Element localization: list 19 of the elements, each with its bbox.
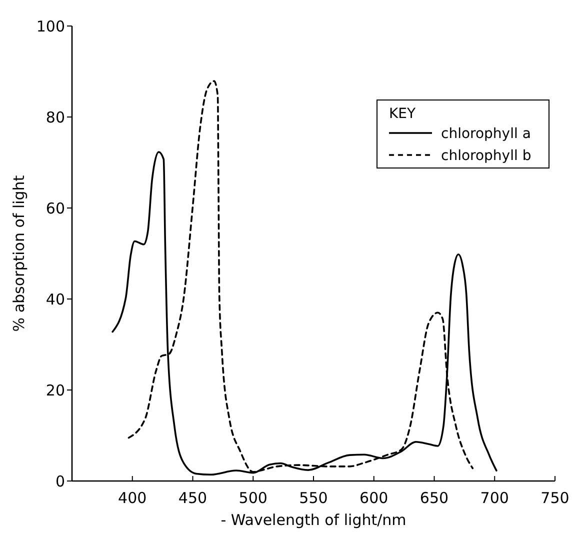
y-tick-label: 40	[46, 290, 65, 308]
y-tick-label: 60	[46, 199, 65, 218]
legend-title: KEY	[389, 106, 416, 122]
x-tick-label: 700	[480, 489, 509, 507]
x-tick-label: 450	[178, 489, 208, 507]
x-tick-label: 500	[238, 489, 268, 507]
legend-label: chlorophyll a	[441, 126, 531, 142]
y-tick-label: 0	[55, 472, 65, 490]
y-tick-label: 80	[46, 108, 65, 126]
x-tick-label: 650	[420, 489, 449, 507]
legend-label: chlorophyll b	[441, 148, 532, 164]
y-tick-label: 20	[46, 381, 65, 400]
y-axis-title: % absorption of light	[10, 175, 28, 332]
y-tick-label: 100	[36, 17, 65, 36]
x-tick-label: 750	[540, 489, 570, 507]
x-tick-label: 400	[118, 489, 147, 507]
x-tick-label: 600	[360, 489, 388, 507]
x-tick-label: 550	[299, 489, 328, 507]
x-axis-title: - Wavelength of light/nm	[220, 511, 406, 529]
